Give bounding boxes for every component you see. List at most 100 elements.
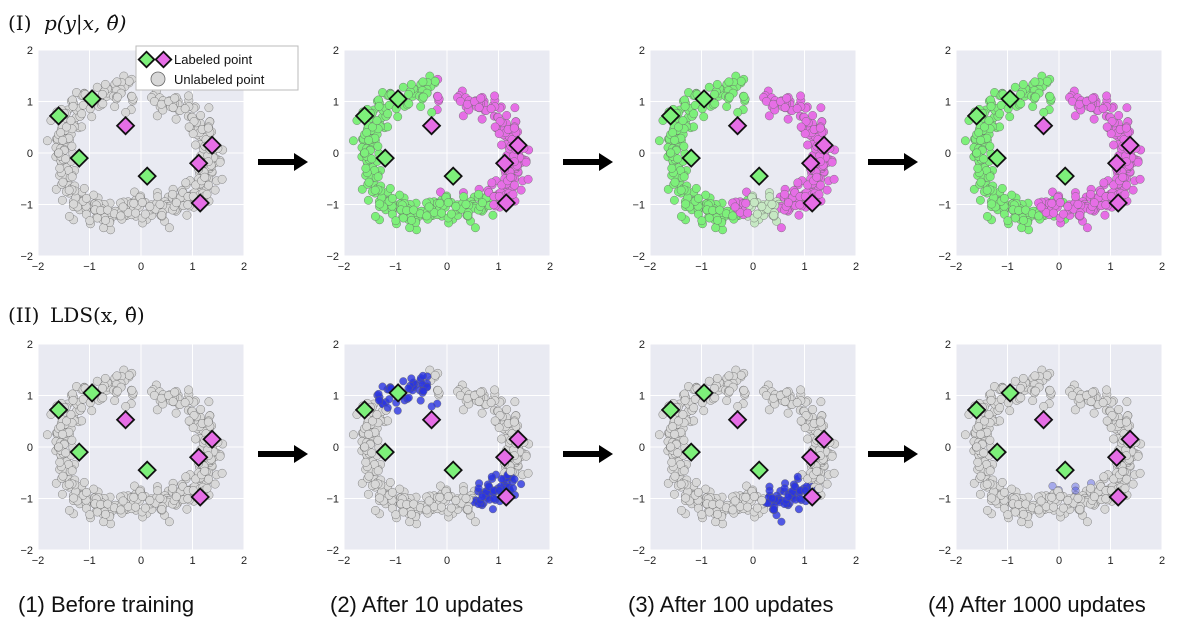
data-point [407, 374, 416, 383]
data-point [55, 457, 65, 467]
data-point [416, 102, 426, 112]
data-point [370, 479, 380, 489]
data-point [1101, 200, 1111, 210]
x-tick-label: −2 [950, 555, 963, 567]
data-point [724, 371, 734, 381]
data-point [739, 385, 749, 395]
x-tick-label: 1 [801, 555, 807, 567]
y-tick-label: −1 [632, 494, 645, 506]
data-point [202, 189, 212, 199]
data-point [370, 505, 380, 515]
data-point [153, 192, 163, 202]
data-point [1082, 223, 1092, 233]
data-point [697, 216, 707, 226]
data-point [1109, 140, 1119, 150]
data-point [100, 79, 110, 89]
y-tick-label: 2 [639, 45, 645, 57]
legend: Labeled point Unlabeled point [135, 45, 299, 91]
data-point [669, 195, 679, 205]
data-point [124, 370, 134, 380]
y-tick-label: 2 [945, 45, 951, 57]
labeled-point-magenta [494, 153, 515, 174]
data-point [424, 202, 434, 212]
data-point [691, 183, 701, 193]
data-point [739, 91, 749, 101]
data-point [474, 484, 483, 493]
data-point [64, 185, 74, 195]
data-point [203, 123, 213, 133]
data-point [204, 103, 214, 113]
data-point [1114, 404, 1124, 414]
data-point [767, 494, 777, 503]
data-point [110, 396, 120, 406]
data-point [1031, 92, 1040, 102]
data-point [204, 397, 214, 407]
data-point [182, 210, 192, 220]
data-point [348, 136, 358, 146]
y-tick-label: −2 [326, 545, 339, 557]
data-point [490, 91, 500, 101]
y-tick-label: 1 [333, 97, 339, 109]
data-point [793, 472, 802, 481]
data-point [57, 489, 67, 499]
data-point [398, 213, 408, 223]
data-point [510, 103, 520, 113]
x-tick-label: −2 [338, 261, 351, 273]
data-point [1039, 108, 1049, 117]
data-point [437, 208, 447, 218]
y-tick-label: 0 [945, 442, 951, 454]
x-tick-label: −2 [950, 261, 963, 273]
x-tick-label: −1 [1001, 261, 1014, 273]
data-point [1058, 209, 1068, 219]
data-point [733, 108, 743, 117]
data-point [476, 387, 486, 397]
x-tick-label: 2 [853, 555, 859, 567]
data-point [812, 466, 822, 476]
data-point [976, 177, 986, 187]
data-point [184, 122, 194, 132]
data-point [437, 502, 447, 512]
data-point [171, 408, 181, 418]
x-tick-label: −1 [695, 555, 708, 567]
data-point [509, 417, 519, 427]
data-point [767, 199, 777, 209]
data-point [1089, 114, 1099, 124]
data-point [780, 189, 790, 199]
labeled-point-green [388, 89, 408, 109]
data-point [101, 509, 110, 519]
data-point [976, 429, 986, 439]
data-point [679, 466, 689, 476]
data-point [1042, 370, 1052, 380]
data-point [699, 112, 709, 122]
x-tick-label: −2 [644, 555, 657, 567]
data-point [752, 503, 762, 513]
data-point [191, 434, 201, 444]
data-point [404, 393, 413, 402]
data-point [476, 93, 486, 103]
data-point [1019, 509, 1028, 519]
data-point [419, 92, 428, 102]
caption-1: (1) Before training [18, 592, 194, 617]
data-point [101, 215, 110, 225]
y-tick-label: −1 [938, 494, 951, 506]
data-point [1133, 451, 1143, 461]
data-point [1114, 110, 1124, 120]
scatter-panel-r2-c2: −2 −1 0 1 2 −2 −1 0 1 2 [326, 339, 553, 567]
data-point [783, 198, 793, 208]
data-point [741, 198, 751, 208]
data-point [87, 406, 97, 416]
data-point [1102, 416, 1112, 426]
data-point [704, 507, 714, 517]
data-point [404, 99, 414, 109]
data-point [523, 174, 533, 184]
data-point [103, 205, 113, 215]
data-point [752, 209, 762, 219]
data-point [398, 82, 408, 92]
data-point [827, 451, 837, 461]
data-point [1100, 504, 1110, 514]
data-point [68, 101, 78, 111]
data-point [796, 416, 806, 426]
data-point [1100, 210, 1110, 220]
data-point [1118, 172, 1128, 182]
data-point [168, 483, 178, 493]
